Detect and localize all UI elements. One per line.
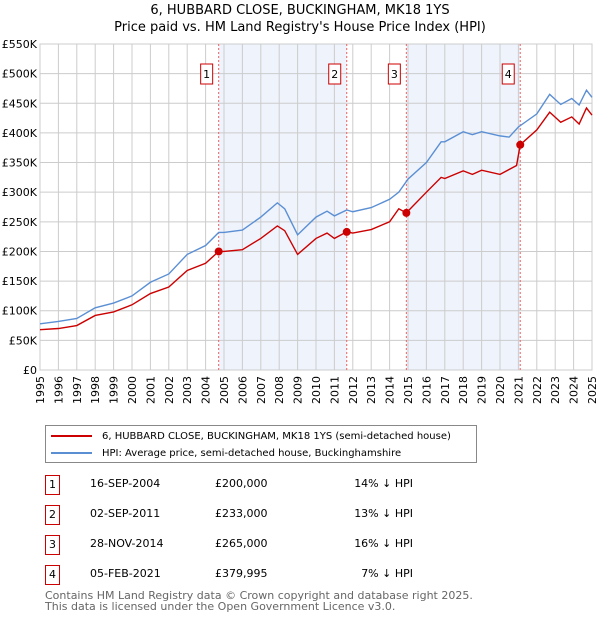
x-tick-label: 2024 [568, 376, 581, 404]
x-tick-label: 2004 [200, 376, 213, 404]
sale-hpi-diff: 14% ↓ HPI [354, 477, 413, 490]
sale-label: 3 [391, 68, 398, 81]
x-tick-label: 1995 [34, 376, 47, 404]
legend: 6, HUBBARD CLOSE, BUCKINGHAM, MK18 1YS (… [45, 425, 477, 463]
y-tick-label: £450K [2, 97, 38, 110]
legend-label: 6, HUBBARD CLOSE, BUCKINGHAM, MK18 1YS (… [102, 430, 451, 442]
x-tick-label: 2022 [531, 376, 544, 404]
x-tick-label: 2000 [126, 376, 139, 404]
x-tick-label: 1999 [108, 376, 121, 404]
plot-border [39, 43, 593, 371]
y-tick-label: £150K [2, 275, 38, 288]
legend-label: HPI: Average price, semi-detached house,… [102, 447, 402, 459]
sale-number: 1 [45, 475, 60, 495]
sale-row: 2 02-SEP-2011 £233,000 13% ↓ HPI [45, 505, 445, 525]
sale-row: 3 28-NOV-2014 £265,000 16% ↓ HPI [45, 535, 445, 555]
y-tick-label: £300K [2, 186, 38, 199]
x-tick-label: 2005 [218, 376, 231, 404]
y-tick-label: £550K [2, 38, 38, 51]
y-tick-label: £350K [2, 157, 38, 170]
y-tick-label: £400K [2, 127, 38, 140]
x-tick-label: 2021 [512, 376, 525, 404]
y-tick-label: £500K [2, 68, 38, 81]
sale-date: 05-FEB-2021 [90, 567, 161, 580]
sale-point [402, 208, 411, 217]
sale-hpi-diff: 7% ↓ HPI [361, 567, 413, 580]
x-tick-label: 2003 [181, 376, 194, 404]
x-tick-label: 2014 [384, 376, 397, 404]
x-tick-label: 2023 [549, 376, 562, 404]
sale-date: 02-SEP-2011 [90, 507, 161, 520]
sale-point [214, 247, 223, 256]
x-tick-label: 1998 [89, 376, 102, 404]
legend-swatch [51, 452, 92, 454]
sale-date: 28-NOV-2014 [90, 537, 164, 550]
sale-label: 4 [505, 68, 512, 81]
sale-date: 16-SEP-2004 [90, 477, 161, 490]
y-tick-label: £250K [2, 216, 38, 229]
y-tick-label: £200K [2, 245, 38, 258]
sale-number: 2 [45, 505, 60, 525]
x-tick-label: 2001 [144, 376, 157, 404]
sale-price: £265,000 [215, 537, 268, 550]
x-tick-label: 2009 [292, 376, 305, 404]
y-tick-label: £0 [23, 364, 37, 377]
footer-line: Contains HM Land Registry data © Crown c… [45, 589, 473, 602]
sale-label-box [387, 63, 401, 85]
sale-price: £200,000 [215, 477, 268, 490]
footer: Contains HM Land Registry data © Crown c… [45, 590, 473, 612]
sale-point [342, 227, 351, 236]
legend-item-property: 6, HUBBARD CLOSE, BUCKINGHAM, MK18 1YS (… [46, 428, 451, 444]
sale-hpi-diff: 16% ↓ HPI [354, 537, 413, 550]
x-tick-label: 2002 [163, 376, 176, 404]
sale-label: 2 [331, 68, 338, 81]
x-tick-label: 2007 [255, 376, 268, 404]
x-tick-label: 2006 [236, 376, 249, 404]
x-tick-label: 2015 [402, 376, 415, 404]
y-tick-label: £100K [2, 305, 38, 318]
sale-label-box [501, 63, 515, 85]
sale-label: 1 [203, 68, 210, 81]
sale-number: 4 [45, 565, 60, 585]
sale-point [516, 140, 525, 149]
x-tick-label: 1997 [71, 376, 84, 404]
sale-row: 1 16-SEP-2004 £200,000 14% ↓ HPI [45, 475, 445, 495]
x-tick-label: 2008 [273, 376, 286, 404]
sale-label-box [200, 63, 214, 85]
x-tick-label: 2011 [328, 376, 341, 404]
sale-label-box [328, 63, 342, 85]
series-line [39, 88, 593, 325]
x-tick-label: 2013 [365, 376, 378, 404]
sale-hpi-diff: 13% ↓ HPI [354, 507, 413, 520]
x-tick-label: 2012 [347, 376, 360, 404]
x-tick-label: 2018 [457, 376, 470, 404]
x-tick-label: 2017 [439, 376, 452, 404]
footer-line: This data is licensed under the Open Gov… [45, 600, 396, 613]
x-tick-label: 2020 [494, 376, 507, 404]
x-tick-label: 2016 [420, 376, 433, 404]
sale-row: 4 05-FEB-2021 £379,995 7% ↓ HPI [45, 565, 445, 585]
chart-subtitle: Price paid vs. HM Land Registry's House … [114, 20, 486, 35]
x-tick-label: 2010 [310, 376, 323, 404]
sale-price: £233,000 [215, 507, 268, 520]
chart-title: 6, HUBBARD CLOSE, BUCKINGHAM, MK18 1YS [150, 3, 450, 18]
price-chart: £0 £50K £100K £150K £200K £250K £300K £350K £400… [2, 38, 599, 404]
sale-price: £379,995 [215, 567, 268, 580]
x-tick-label: 2019 [476, 376, 489, 404]
x-tick-label: 1996 [52, 376, 65, 404]
legend-swatch [51, 435, 92, 437]
y-tick-label: £50K [9, 334, 38, 347]
legend-item-hpi: HPI: Average price, semi-detached house,… [46, 445, 401, 461]
x-tick-label: 2025 [586, 376, 599, 404]
sale-number: 3 [45, 535, 60, 555]
